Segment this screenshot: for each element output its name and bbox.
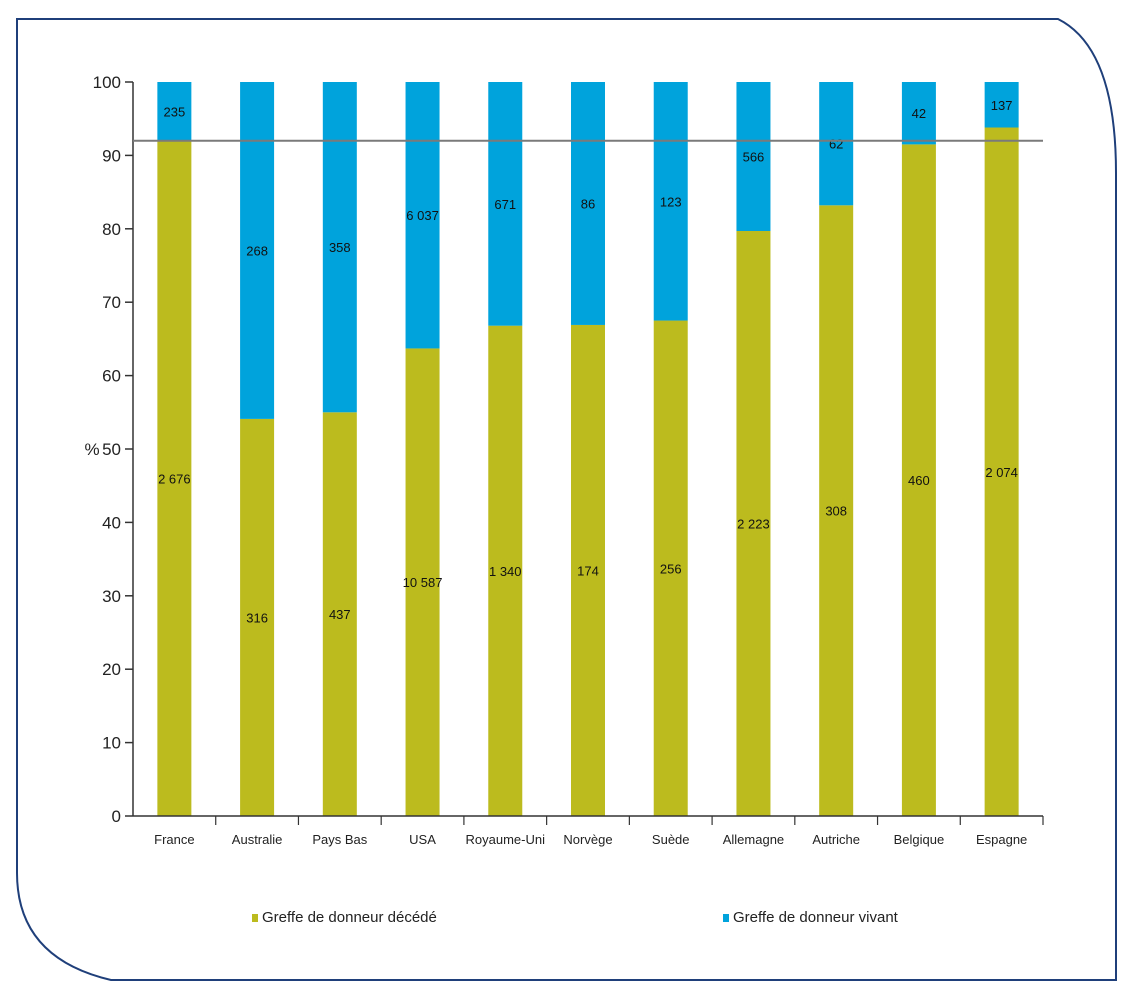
- x-tick-label: Australie: [232, 832, 283, 847]
- data-label-deceased: 316: [246, 610, 268, 625]
- y-tick-label: 0: [112, 807, 121, 826]
- data-label-living: 566: [743, 150, 765, 165]
- bar-segment-living: [736, 82, 771, 232]
- bar-segment-deceased: [488, 325, 523, 816]
- data-label-living: 123: [660, 194, 682, 209]
- data-label-living: 235: [164, 105, 186, 120]
- x-tick-label: Pays Bas: [312, 832, 367, 847]
- bar-segment-living: [322, 82, 357, 413]
- data-label-deceased: 2 223: [737, 517, 770, 532]
- x-tick-label: Autriche: [812, 832, 860, 847]
- data-label-living: 6 037: [406, 208, 439, 223]
- x-tick-label: Suède: [652, 832, 690, 847]
- bar-segment-living: [571, 82, 605, 325]
- bar-segment-living: [984, 82, 1019, 128]
- bar-segment-deceased: [819, 205, 854, 816]
- rounded-frame-border: [16, 18, 1117, 981]
- x-axis: France Australie Pays Bas USA Royaume-Uni Nor…: [133, 815, 1044, 847]
- data-label-living: 62: [829, 137, 843, 152]
- y-tick-label: 100: [93, 73, 121, 92]
- y-tick-label: 70: [102, 293, 121, 312]
- data-label-living: 137: [991, 98, 1013, 113]
- data-label-living: 86: [581, 196, 595, 211]
- y-axis: 0 10 20 30 40 50 60 70 80 90 100%: [84, 73, 134, 826]
- x-tick-label: USA: [409, 832, 436, 847]
- bar-segment-deceased: [240, 418, 275, 816]
- data-label-deceased: 437: [329, 607, 351, 622]
- bar-segment-deceased: [901, 144, 936, 816]
- x-tick-label: Allemagne: [723, 832, 784, 847]
- bar-segment-living: [157, 82, 192, 142]
- y-tick-label: 80: [102, 220, 121, 239]
- bar-segment-living: [488, 82, 523, 326]
- data-label-deceased: 1 340: [489, 564, 522, 579]
- bar-segment-living: [819, 82, 854, 206]
- bar-segment-deceased: [571, 324, 605, 816]
- data-label-living: 268: [246, 243, 268, 258]
- bar-segment-deceased: [736, 231, 771, 816]
- data-label-deceased: 308: [825, 504, 847, 519]
- x-tick-label: France: [154, 832, 194, 847]
- data-label-deceased: 10 587: [403, 575, 443, 590]
- data-label-deceased: 2 676: [158, 472, 191, 487]
- bar-segment-deceased: [322, 412, 357, 816]
- data-label-deceased: 256: [660, 561, 682, 576]
- y-tick-label: 50: [102, 440, 121, 459]
- bar-labels-group: 2 676 235 316 268 437 358 10 587 6 037 1 340 671 1…: [158, 98, 1018, 626]
- data-label-deceased: 2 074: [985, 465, 1018, 480]
- y-tick-label: 60: [102, 367, 121, 386]
- bars-group: [157, 82, 1019, 817]
- y-tick-label: 20: [102, 660, 121, 679]
- x-tick-label: Royaume-Uni: [466, 832, 546, 847]
- y-tick-label: 10: [102, 734, 121, 753]
- data-label-deceased: 460: [908, 473, 930, 488]
- x-tick-label: Espagne: [976, 832, 1027, 847]
- bar-segment-living: [240, 82, 275, 419]
- x-tick-label: Norvège: [563, 832, 612, 847]
- data-label-living: 358: [329, 240, 351, 255]
- data-label-living: 42: [912, 106, 926, 121]
- bar-segment-deceased: [157, 141, 192, 817]
- data-label-living: 671: [494, 197, 516, 212]
- bar-segment-deceased: [653, 320, 688, 816]
- y-tick-label: 90: [102, 146, 121, 165]
- y-tick-label: 30: [102, 587, 121, 606]
- bar-segment-living: [901, 82, 936, 145]
- bar-segment-living: [653, 82, 688, 321]
- bar-segment-deceased: [984, 127, 1019, 817]
- y-tick-label: 40: [102, 513, 121, 532]
- bar-segment-living: [405, 82, 440, 349]
- bar-segment-deceased: [405, 348, 440, 816]
- y-axis-title: %: [84, 440, 99, 459]
- data-label-deceased: 174: [577, 563, 599, 578]
- x-tick-label: Belgique: [894, 832, 945, 847]
- chart-frame: [16, 18, 1117, 981]
